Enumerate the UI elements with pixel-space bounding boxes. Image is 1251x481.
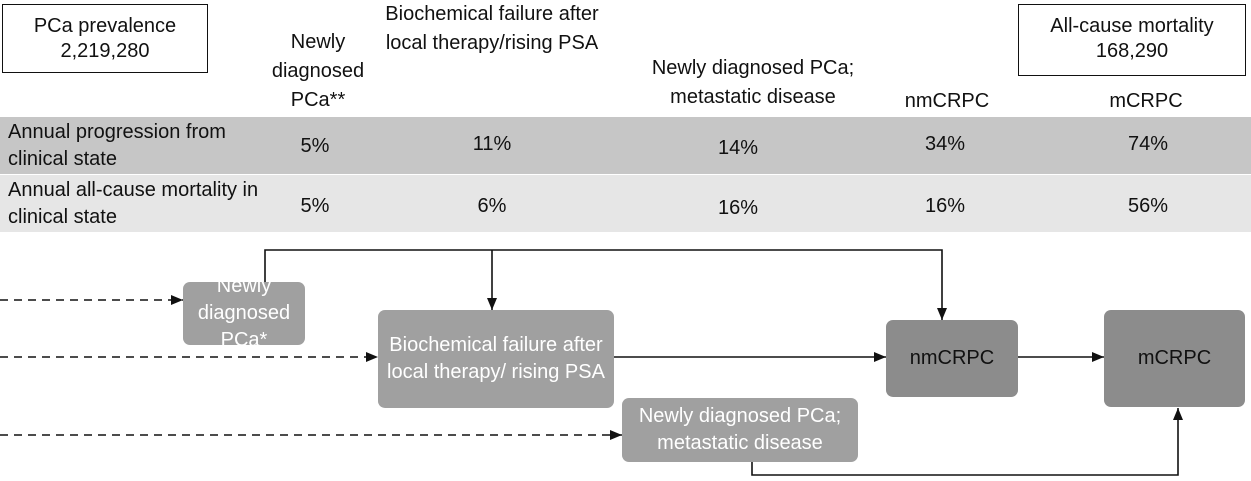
mortality-box: All-cause mortality 168,290 (1018, 4, 1246, 76)
row-label: Annual progression from clinical state (8, 121, 226, 170)
header-mcrpc: mCRPC (1109, 90, 1183, 112)
header-newly-diagnosed: Newly diagnosed PCa** (271, 31, 365, 111)
node-label: Biochemical failure after local therapy/… (387, 334, 605, 383)
node-nmcrpc: nmCRPC (886, 320, 1018, 397)
cell: 14% (717, 137, 759, 159)
cell: 56% (1127, 195, 1169, 217)
node-label: Newly diagnosed PCa* (197, 275, 291, 351)
mortality-value: 168,290 (1095, 40, 1169, 62)
node-newly-diagnosed: Newly diagnosed PCa* (183, 275, 305, 351)
node-metastatic: Newly diagnosed PCa; metastatic disease (622, 398, 858, 462)
mortality-label: All-cause mortality (1050, 15, 1214, 37)
node-mcrpc: mCRPC (1104, 310, 1245, 407)
progression-row: Annual progression from clinical state 5… (0, 117, 1251, 174)
node-label: mCRPC (1137, 347, 1212, 369)
node-biochemical-failure: Biochemical failure after local therapy/… (378, 310, 614, 408)
cell: 16% (924, 195, 966, 217)
header-metastatic: Newly diagnosed PCa; metastatic disease (651, 57, 855, 108)
header-biochemical-failure: Biochemical failure after local therapy/… (385, 3, 599, 54)
row-label: Annual all-cause mortality in clinical s… (8, 179, 259, 228)
node-label: Newly diagnosed PCa; metastatic disease (638, 405, 842, 454)
node-label: nmCRPC (909, 347, 995, 369)
cell: 6% (477, 195, 507, 217)
cell: 74% (1127, 133, 1169, 155)
header-nmcrpc: nmCRPC (904, 90, 990, 112)
prevalence-box: PCa prevalence 2,219,280 (2, 4, 208, 73)
prevalence-label: PCa prevalence (33, 15, 177, 37)
cell: 11% (472, 133, 512, 155)
mortality-row: Annual all-cause mortality in clinical s… (0, 175, 1251, 232)
cell: 34% (924, 133, 966, 155)
cell: 16% (717, 197, 759, 219)
cell: 5% (300, 195, 330, 217)
cell: 5% (300, 135, 330, 157)
prevalence-value: 2,219,280 (60, 40, 150, 62)
